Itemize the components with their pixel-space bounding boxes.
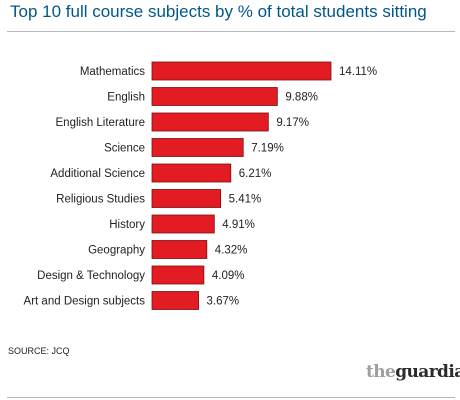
value-label: 14.11% [339, 66, 377, 78]
value-label: 4.91% [222, 219, 255, 231]
bar-chart: Mathematics 14.11% English 9.88% English Lit… [24, 61, 377, 310]
value-label: 5.41% [229, 194, 262, 206]
category-label: Art and Design subjects [24, 296, 146, 308]
category-label: Geography [88, 245, 145, 257]
category-label: Science [104, 143, 145, 155]
logo-guardian: guardian [395, 362, 460, 382]
bar [151, 240, 208, 259]
category-label: Religious Studies [56, 194, 145, 206]
bottom-divider [7, 397, 455, 398]
guardian-logo: theguardian [366, 362, 460, 382]
category-label: Additional Science [50, 168, 145, 180]
value-label: 9.88% [285, 92, 318, 104]
value-label: 4.32% [215, 245, 248, 257]
value-label: 6.21% [239, 168, 272, 180]
bar [151, 61, 332, 81]
value-label: 4.09% [212, 270, 245, 282]
bar [151, 87, 278, 106]
bar [151, 189, 222, 208]
bar [151, 291, 199, 310]
chart-title: Top 10 full course subjects by % of tota… [10, 2, 427, 21]
category-label: Mathematics [80, 66, 145, 78]
category-label: English [107, 92, 145, 104]
bar [151, 265, 205, 285]
value-label: 9.17% [276, 117, 309, 129]
bar [151, 138, 244, 157]
category-label: English Literature [56, 117, 146, 129]
bar [151, 163, 232, 183]
source-note: SOURCE: JCQ [8, 346, 70, 356]
value-label: 7.19% [251, 143, 284, 155]
value-label: 3.67% [207, 296, 240, 308]
bar [151, 214, 215, 234]
category-label: History [109, 219, 145, 231]
bar [151, 112, 269, 132]
title-divider [7, 31, 455, 32]
logo-the: the [366, 362, 396, 382]
category-label: Design & Technology [37, 270, 145, 282]
